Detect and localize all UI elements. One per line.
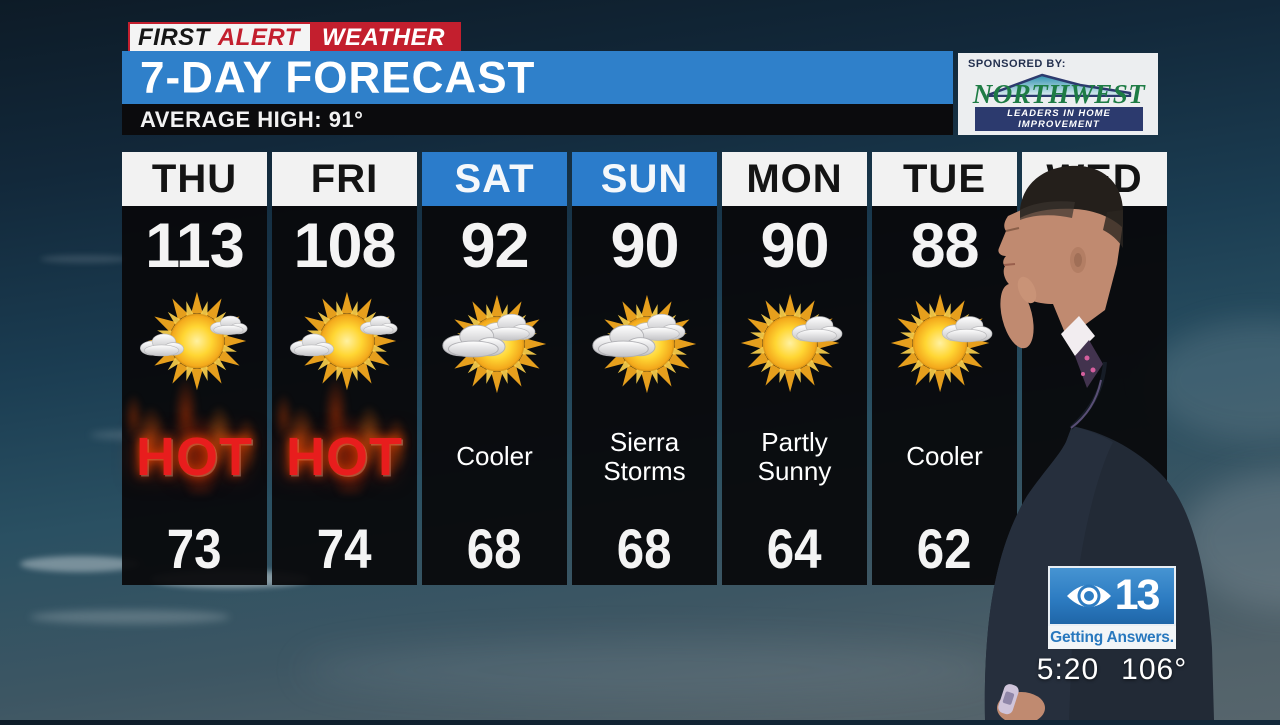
high-temperature: 92	[460, 211, 529, 281]
first-alert-weather-logo: FIRST ALERT WEATHER	[128, 22, 461, 54]
time-temp-row: 5:20 106°	[1037, 653, 1186, 687]
condition-zone: HOT	[272, 402, 417, 512]
low-temperature: 64	[767, 517, 822, 580]
day-body: 108	[272, 206, 417, 585]
low-temperature: 74	[317, 517, 372, 580]
channel-number: 13	[1114, 570, 1161, 619]
condition-zone: Partly Sunny	[722, 402, 867, 512]
day-body: 90	[572, 206, 717, 585]
house-roof-icon	[986, 73, 1132, 97]
day-header: FRI	[272, 152, 417, 206]
alert-label: ALERT	[217, 24, 300, 51]
sponsored-by-label: SPONSORED BY:	[968, 58, 1066, 70]
forecast-day-column: SAT 92	[422, 152, 567, 585]
low-temperature: 68	[617, 517, 672, 580]
first-label: FIRST	[138, 24, 210, 51]
condition-text: Partly Sunny	[757, 426, 832, 486]
clock-time: 5:20	[1036, 653, 1100, 686]
weather-icon	[736, 286, 854, 402]
station-bug: 13 Getting Answers. 5:20 106°	[1037, 566, 1186, 687]
high-temperature: 88	[910, 211, 979, 281]
average-high-bar: AVERAGE HIGH: 91°	[122, 104, 953, 135]
day-body: 113	[122, 206, 267, 585]
day-header: SUN	[572, 152, 717, 206]
day-header: SAT	[422, 152, 567, 206]
high-temperature: 113	[145, 211, 245, 281]
condition-zone: Sierra Storms	[572, 402, 717, 512]
cbs-eye-icon	[1066, 584, 1111, 608]
weather-icon	[586, 286, 704, 402]
station-tagline-strip: Getting Answers.	[1048, 626, 1176, 649]
high-temperature: 108	[293, 211, 396, 281]
day-label: MON	[746, 156, 843, 201]
first-alert-box: FIRST ALERT	[128, 22, 312, 54]
weather-label: WEATHER	[321, 24, 445, 51]
high-temperature: 90	[610, 211, 679, 281]
condition-text: Cooler	[906, 441, 983, 472]
partly-cloudy-icon	[591, 294, 696, 394]
day-body: 88	[872, 206, 1017, 585]
forecast-title: 7-DAY FORECAST	[140, 52, 536, 102]
sky-cloud	[30, 610, 230, 624]
sky-cloud	[40, 255, 130, 263]
average-high-text: AVERAGE HIGH: 91°	[140, 106, 364, 132]
forecast-day-column: SUN 90	[572, 152, 717, 585]
forecast-day-column: MON 90	[722, 152, 867, 585]
sponsor-box: SPONSORED BY: NORTHWEST LEADERS IN HOME …	[958, 53, 1158, 135]
weather-box: WEATHER	[311, 22, 461, 54]
condition-hot-text: HOT	[136, 426, 253, 487]
station-tagline: Getting Answers.	[1050, 628, 1174, 646]
day-label: FRI	[310, 156, 379, 201]
forecast-title-bar: 7-DAY FORECAST	[122, 51, 953, 104]
sponsor-name: NORTHWEST	[972, 79, 1146, 109]
day-header: MON	[722, 152, 867, 206]
forecast-day-column: TUE 88	[872, 152, 1017, 585]
high-temperature: 90	[760, 211, 829, 281]
condition-hot-text: HOT	[286, 426, 403, 487]
sun-and-clouds-icon	[890, 293, 992, 393]
sun-and-clouds-icon	[740, 293, 842, 393]
day-body: 90	[722, 206, 867, 585]
cbs13-logo: 13	[1048, 566, 1176, 626]
condition-text: Cooler	[456, 441, 533, 472]
partly-cloudy-icon	[441, 294, 546, 394]
current-temp: 106°	[1121, 653, 1188, 686]
day-body: 92	[422, 206, 567, 585]
day-label: TUE	[903, 156, 986, 201]
day-header: THU	[122, 152, 267, 206]
forecast-day-column: FRI 108	[272, 152, 417, 585]
condition-zone: Cooler	[872, 402, 1017, 512]
low-temperature: 68	[467, 517, 522, 580]
forecast-day-column: THU 113	[122, 152, 267, 585]
day-label: SUN	[600, 156, 689, 201]
condition-zone: HOT	[122, 402, 267, 512]
condition-text: Sierra Storms	[603, 426, 686, 486]
sky-cloud	[300, 640, 1000, 700]
weather-icon	[886, 286, 1004, 402]
day-header: TUE	[872, 152, 1017, 206]
day-label: THU	[151, 156, 238, 201]
condition-zone: Cooler	[422, 402, 567, 512]
weather-icon	[436, 286, 554, 402]
low-temperature: 62	[917, 517, 972, 580]
day-label: SAT	[454, 156, 535, 201]
low-temperature: 73	[167, 517, 222, 580]
sponsor-tagline: LEADERS IN HOME IMPROVEMENT	[975, 107, 1143, 131]
